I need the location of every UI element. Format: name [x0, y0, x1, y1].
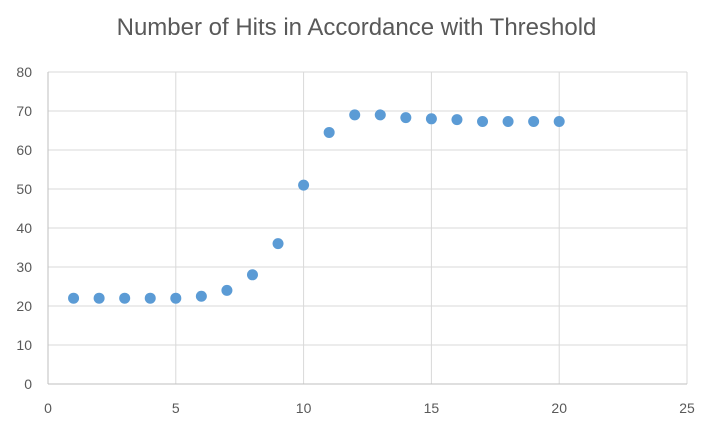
- gridlines: [48, 71, 688, 384]
- data-point: [272, 238, 284, 250]
- data-point: [68, 292, 80, 304]
- y-tick-label: 20: [16, 298, 32, 314]
- chart-title: Number of Hits in Accordance with Thresh…: [116, 14, 597, 41]
- x-tick-label: 10: [296, 400, 312, 416]
- data-point: [170, 292, 182, 304]
- data-point: [323, 126, 335, 138]
- data-point: [246, 269, 258, 281]
- data-point: [221, 284, 233, 296]
- y-tick-label: 30: [16, 259, 32, 275]
- data-point: [502, 116, 514, 128]
- data-point: [528, 116, 540, 128]
- data-point: [144, 292, 156, 304]
- data-point: [119, 292, 131, 304]
- y-tick-label: 0: [24, 376, 32, 392]
- y-tick-label: 70: [16, 103, 32, 119]
- tick-labels: 0 10 20 30 40 50 60 70 80 0 5 10 15 20 25: [16, 64, 695, 416]
- data-point: [400, 112, 412, 124]
- data-point: [298, 179, 310, 191]
- data-point: [93, 292, 105, 304]
- y-tick-label: 80: [16, 64, 32, 80]
- axes: [47, 72, 687, 385]
- x-tick-label: 5: [172, 400, 180, 416]
- data-point: [349, 109, 361, 121]
- x-tick-label: 20: [551, 400, 567, 416]
- data-point: [451, 114, 463, 126]
- data-point: [374, 109, 386, 121]
- y-tick-label: 60: [16, 142, 32, 158]
- data-point: [195, 290, 207, 302]
- data-points: [68, 109, 565, 304]
- x-tick-label: 15: [424, 400, 440, 416]
- y-tick-label: 50: [16, 181, 32, 197]
- data-point: [425, 113, 437, 125]
- y-tick-label: 10: [16, 337, 32, 353]
- data-point: [553, 116, 565, 128]
- x-tick-label: 25: [679, 400, 695, 416]
- y-tick-label: 40: [16, 220, 32, 236]
- x-tick-label: 0: [44, 400, 52, 416]
- data-point: [477, 116, 489, 128]
